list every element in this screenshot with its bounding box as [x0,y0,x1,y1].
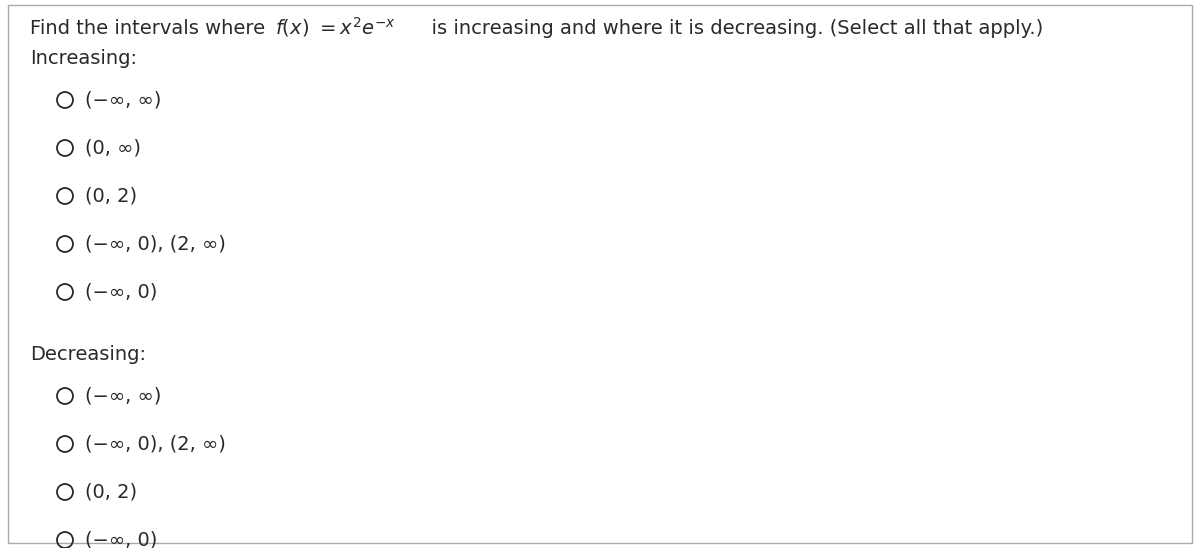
Text: is increasing and where it is decreasing. (Select all that apply.): is increasing and where it is decreasing… [419,19,1043,37]
Text: (0, ∞): (0, ∞) [85,139,142,157]
Text: (0, 2): (0, 2) [85,186,137,206]
Text: $= x^2e^{-x}$: $= x^2e^{-x}$ [316,17,396,39]
Text: Find the intervals where: Find the intervals where [30,19,277,37]
Text: (−∞, 0): (−∞, 0) [85,283,157,301]
Text: Decreasing:: Decreasing: [30,345,146,363]
Text: (−∞, 0), (2, ∞): (−∞, 0), (2, ∞) [85,435,226,454]
Text: (0, 2): (0, 2) [85,482,137,501]
Text: (−∞, 0), (2, ∞): (−∞, 0), (2, ∞) [85,235,226,254]
Text: (−∞, 0): (−∞, 0) [85,530,157,548]
Text: (−∞, ∞): (−∞, ∞) [85,90,161,110]
Text: (−∞, ∞): (−∞, ∞) [85,386,161,406]
Text: Increasing:: Increasing: [30,49,137,67]
Text: $f(x)$: $f(x)$ [275,18,308,38]
